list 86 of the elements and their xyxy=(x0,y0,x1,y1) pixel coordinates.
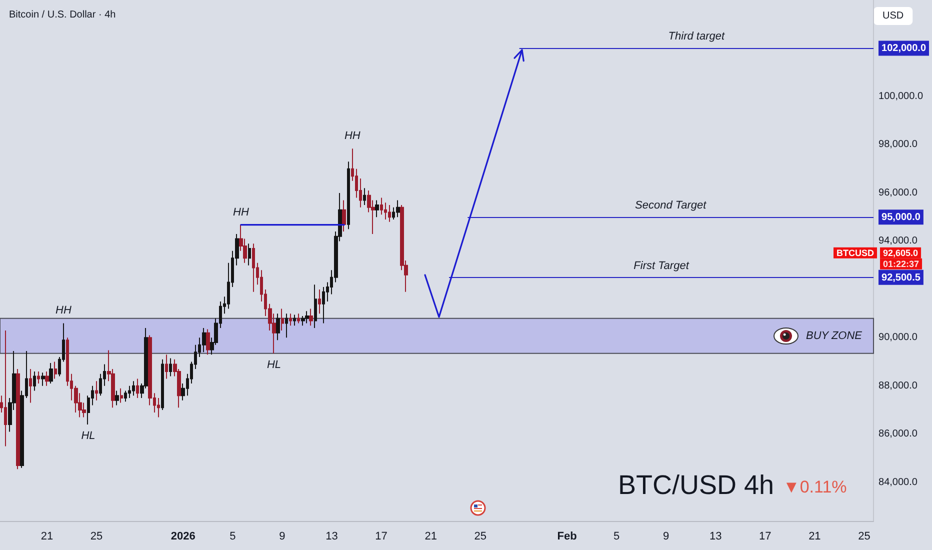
candlestick xyxy=(363,188,366,206)
ref-line-label: Second Target xyxy=(635,200,708,212)
candlestick xyxy=(396,200,400,218)
x-tick-label: 13 xyxy=(710,530,722,542)
y-tick-label: 95,000.0 xyxy=(882,212,921,224)
candlestick xyxy=(161,358,164,411)
y-tick-label: 86,000.0 xyxy=(878,428,918,440)
candlestick xyxy=(276,313,280,341)
y-tick-label: 98,000.0 xyxy=(878,139,918,150)
y-tick-label: 102,000.0 xyxy=(882,43,926,54)
candlestick xyxy=(285,313,288,338)
y-tick-label: 94,000.0 xyxy=(878,236,918,247)
ref-line-label: Third target xyxy=(668,30,726,43)
candlestick xyxy=(132,380,135,396)
candlestick xyxy=(157,397,160,418)
candlestick xyxy=(165,354,168,380)
y-tick-label: 100,000.0 xyxy=(878,90,924,102)
x-tick-label: 21 xyxy=(808,530,821,542)
candlestick xyxy=(120,388,123,404)
x-tick-label: 9 xyxy=(663,530,670,542)
annotation: BTCUSD xyxy=(836,248,874,258)
x-tick-label: 2026 xyxy=(170,530,196,542)
x-tick-label: 25 xyxy=(858,530,870,542)
candlestick xyxy=(37,370,40,384)
candlestick xyxy=(4,330,7,447)
candlestick xyxy=(128,385,131,398)
annotation: HH xyxy=(233,206,249,218)
candlestick xyxy=(301,315,305,326)
candlestick xyxy=(95,380,98,401)
annotation: HL xyxy=(266,358,282,371)
x-tick-label: 17 xyxy=(375,530,388,542)
candlestick xyxy=(289,313,292,326)
candlestick xyxy=(206,328,210,356)
band-label: BUY ZONE xyxy=(806,330,863,342)
candlestick xyxy=(49,362,53,384)
candlestick xyxy=(384,202,387,220)
x-tick-label: 17 xyxy=(759,530,772,542)
candlestick xyxy=(375,200,379,218)
candlestick xyxy=(41,372,45,386)
y-tick-label: 92,500.5 xyxy=(882,272,921,284)
candlestick xyxy=(29,368,32,404)
text: 01:22:37 xyxy=(883,258,920,269)
annotation: HH xyxy=(56,304,72,317)
candlestick xyxy=(54,361,57,380)
ref-line-label: First Target xyxy=(634,260,690,272)
y-axis-title: USD xyxy=(882,10,904,22)
candlestick xyxy=(252,243,255,292)
x-tick-label: 9 xyxy=(279,530,286,542)
candlestick xyxy=(202,328,206,353)
candlestick xyxy=(380,197,383,216)
y-tick-label: 84,000.0 xyxy=(878,476,918,488)
candlestick xyxy=(314,284,317,329)
x-tick-label: 5 xyxy=(230,530,236,542)
candlestick xyxy=(115,390,119,406)
y-tick-label: 96,000.0 xyxy=(878,187,918,198)
candlestick xyxy=(169,358,172,377)
candlestick xyxy=(136,378,139,398)
candlestick xyxy=(318,288,321,314)
y-tick-label: 88,000.0 xyxy=(878,380,918,392)
candlestick xyxy=(281,308,284,331)
x-tick-label: 13 xyxy=(326,530,338,542)
x-tick-label: 25 xyxy=(474,530,486,542)
y-tick-label: 90,000.0 xyxy=(878,332,918,344)
x-tick-label: 25 xyxy=(90,530,103,542)
candlestick xyxy=(347,161,350,230)
annotation: HH xyxy=(344,130,360,142)
text: Bitcoin / U.S. Dollar · 4h xyxy=(9,10,116,20)
candlestick xyxy=(305,310,309,324)
candlestick xyxy=(297,313,300,324)
x-tick-label: Feb xyxy=(557,530,578,542)
candlestick xyxy=(16,368,20,470)
candlestick xyxy=(293,314,296,326)
x-tick-label: 21 xyxy=(40,530,54,542)
annotation: ▼0.11% xyxy=(783,478,847,496)
candlestick xyxy=(33,370,36,392)
annotation: HL xyxy=(81,430,96,442)
candlestick xyxy=(248,243,251,266)
candlestick xyxy=(309,308,313,326)
x-tick-label: 5 xyxy=(614,530,620,542)
text: 92,605.0 xyxy=(883,248,918,258)
annotation: BTC/USD 4h xyxy=(618,470,774,500)
candlestick xyxy=(124,390,127,402)
candlestick xyxy=(388,204,391,222)
candlestick xyxy=(45,370,49,386)
x-tick-label: 21 xyxy=(424,530,437,542)
candlestick xyxy=(342,200,346,232)
